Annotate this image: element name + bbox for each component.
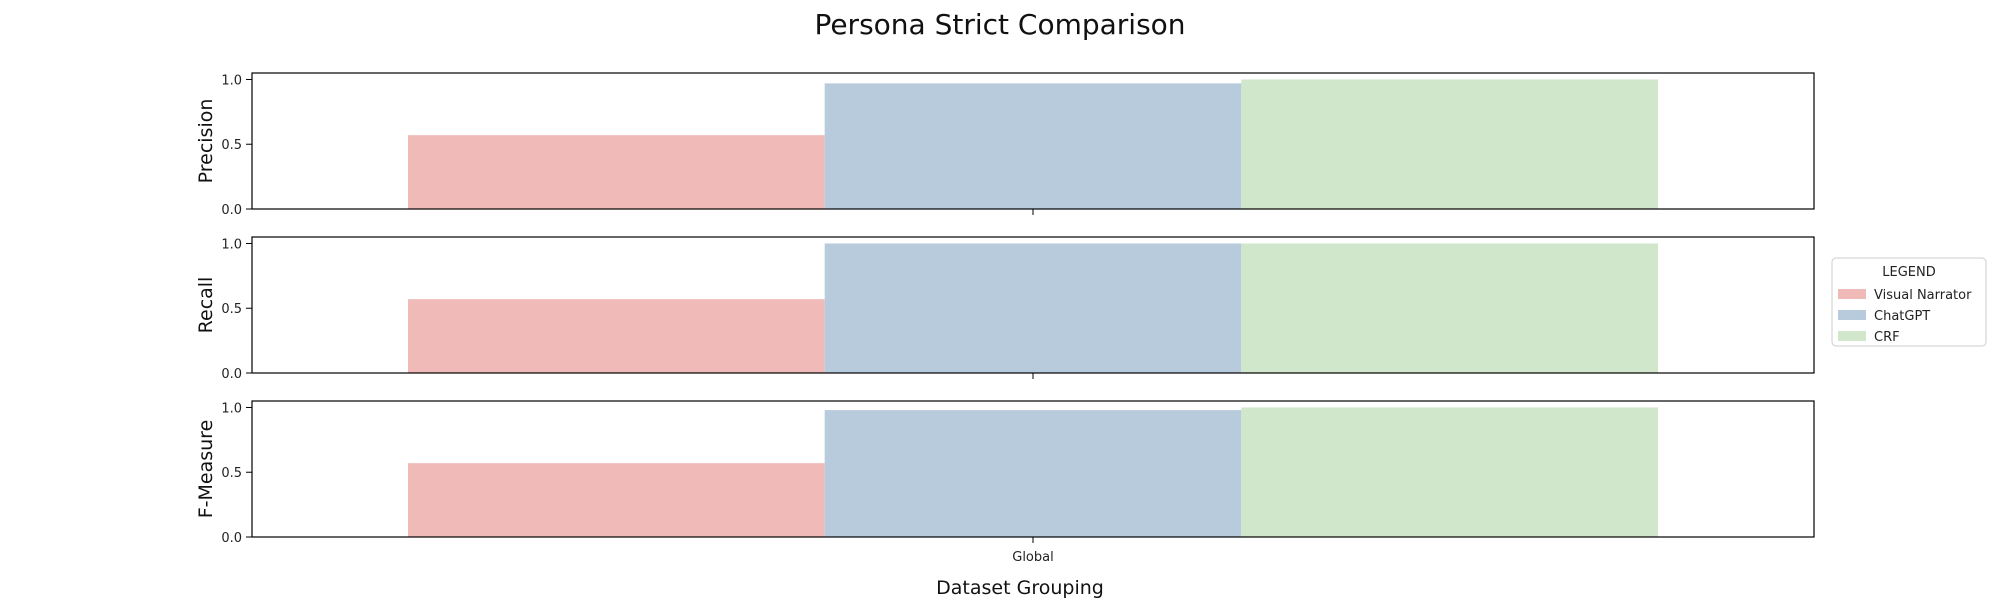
bar-precision-crf <box>1241 79 1658 209</box>
bar-recall-chatgpt <box>824 243 1242 373</box>
legend-label-chatgpt: ChatGPT <box>1874 309 1930 324</box>
legend-box <box>1831 257 1987 347</box>
legend-title: LEGEND <box>1882 265 1935 280</box>
y-tick-label-f-measure-0: 0.0 <box>221 531 242 546</box>
y-tick-label-recall-1: 0.5 <box>221 302 242 317</box>
bar-precision-visual-narrator <box>408 135 825 209</box>
bar-recall-crf <box>1241 243 1658 373</box>
y-tick-label-recall-2: 1.0 <box>221 237 242 252</box>
panel-precision: 0.0 0.5 1.0 Precision <box>195 72 1815 218</box>
panel-recall: 0.0 0.5 1.0 Recall <box>195 236 1815 382</box>
bar-recall-visual-narrator <box>408 299 825 373</box>
y-tick-label-precision-0: 0.0 <box>221 203 242 218</box>
legend-swatch-visual-narrator <box>1838 289 1866 299</box>
panels: 0.0 0.5 1.0 Precision 0.0 0.5 1.0 Recall 0.0 0.5 1… <box>195 72 1815 565</box>
chart-title: Persona Strict Comparison <box>814 8 1185 41</box>
bar-precision-chatgpt <box>824 83 1242 209</box>
y-axis-label-precision: Precision <box>195 99 217 184</box>
x-axis-label: Dataset Grouping <box>936 577 1104 599</box>
bar-f-measure-chatgpt <box>824 410 1242 537</box>
y-tick-label-recall-0: 0.0 <box>221 367 242 382</box>
y-axis-label-f-measure: F-Measure <box>195 420 217 519</box>
y-tick-label-precision-2: 1.0 <box>221 73 242 88</box>
legend-label-visual-narrator: Visual Narrator <box>1874 288 1972 303</box>
legend: LEGEND Visual Narrator ChatGPT CRF <box>1831 257 1987 347</box>
y-axis-label-recall: Recall <box>195 277 217 334</box>
y-tick-label-precision-1: 0.5 <box>221 138 242 153</box>
y-tick-label-f-measure-1: 0.5 <box>221 466 242 481</box>
legend-swatch-crf <box>1838 331 1866 341</box>
legend-swatch-chatgpt <box>1838 310 1866 320</box>
bar-f-measure-visual-narrator <box>408 463 825 537</box>
bar-f-measure-crf <box>1241 407 1658 537</box>
y-tick-label-f-measure-2: 1.0 <box>221 401 242 416</box>
panel-f-measure: 0.0 0.5 1.0 F-Measure <box>195 400 1815 546</box>
legend-label-crf: CRF <box>1874 330 1900 345</box>
x-tick-label-global: Global <box>1012 550 1053 565</box>
